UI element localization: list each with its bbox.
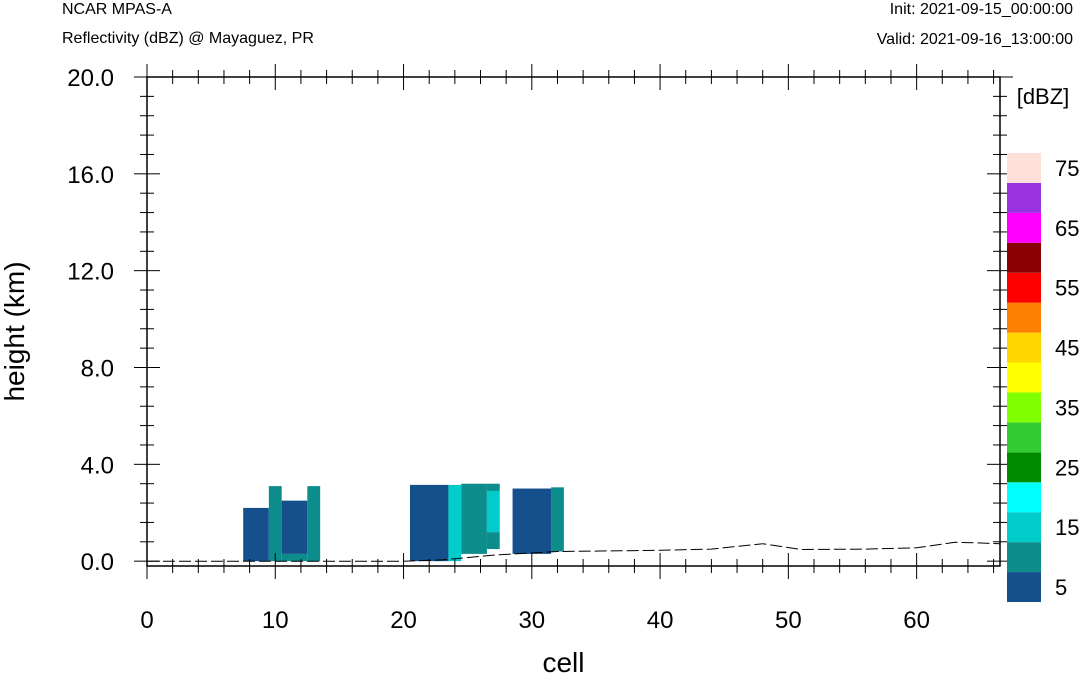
reflectivity-cell: [486, 532, 500, 550]
colorbar-swatch: [1007, 212, 1041, 243]
y-tick-label: 16.0: [67, 162, 114, 189]
colorbar-label: 45: [1055, 336, 1079, 361]
colorbar-swatch: [1007, 362, 1041, 393]
reflectivity-cell: [551, 487, 564, 552]
colorbar-label: 55: [1055, 276, 1079, 301]
terrain-line: [147, 541, 1001, 562]
colorbar-swatch: [1007, 392, 1041, 423]
colorbar-swatch: [1007, 332, 1041, 363]
colorbar-label: 75: [1055, 156, 1079, 181]
colorbar-swatch: [1007, 422, 1041, 453]
colorbar-title: [dBZ]: [1017, 84, 1070, 109]
y-tick-label: 4.0: [81, 452, 114, 479]
x-tick-label: 20: [390, 607, 417, 634]
colorbar-swatch: [1007, 452, 1041, 483]
colorbar-swatch: [1007, 482, 1041, 513]
reflectivity-cell: [243, 507, 269, 562]
source-label: NCAR MPAS-A: [62, 1, 172, 18]
reflectivity-cell: [486, 490, 500, 533]
colorbar-swatch: [1007, 542, 1041, 573]
reflectivity-cell: [461, 483, 487, 554]
y-tick-label: 0.0: [81, 549, 114, 576]
init-time: Init: 2021-09-15_00:00:00: [889, 1, 1073, 18]
x-tick-label: 60: [903, 607, 930, 634]
x-tick-label: 10: [262, 607, 289, 634]
reflectivity-cell: [512, 488, 552, 554]
colorbar-swatch: [1007, 512, 1041, 543]
x-tick-label: 0: [140, 607, 153, 634]
colorbar-label: 5: [1055, 575, 1067, 600]
colorbar-swatch: [1007, 572, 1041, 602]
x-axis-label: cell: [542, 647, 584, 677]
x-tick-label: 50: [775, 607, 802, 634]
colorbar-label: 25: [1055, 455, 1079, 480]
reflectivity-cell: [486, 483, 500, 491]
colorbar-swatch: [1007, 153, 1041, 183]
reflectivity-cell: [281, 500, 308, 554]
colorbar-label: 65: [1055, 216, 1079, 241]
reflectivity-cell: [268, 486, 282, 562]
plot-frame: [146, 76, 1001, 567]
colorbar-swatch: [1007, 302, 1041, 333]
x-tick-label: 40: [647, 607, 674, 634]
reflectivity-cell: [409, 484, 449, 562]
x-tick-label: 30: [518, 607, 545, 634]
colorbar-swatch: [1007, 272, 1041, 303]
colorbar-label: 15: [1055, 515, 1079, 540]
y-tick-label: 20.0: [67, 65, 114, 92]
y-tick-label: 8.0: [81, 355, 114, 382]
colorbar-label: 35: [1055, 395, 1079, 420]
valid-time: Valid: 2021-09-16_13:00:00: [876, 31, 1073, 48]
reflectivity-cell: [281, 553, 308, 562]
reflectivity-cell: [307, 486, 321, 562]
y-tick-label: 12.0: [67, 259, 114, 286]
y-axis-label: height (km): [0, 261, 30, 401]
chart-subtitle: Reflectivity (dBZ) @ Mayaguez, PR: [62, 30, 314, 47]
colorbar-swatch: [1007, 242, 1041, 273]
colorbar-swatch: [1007, 182, 1041, 213]
reflectivity-cell: [448, 484, 462, 562]
